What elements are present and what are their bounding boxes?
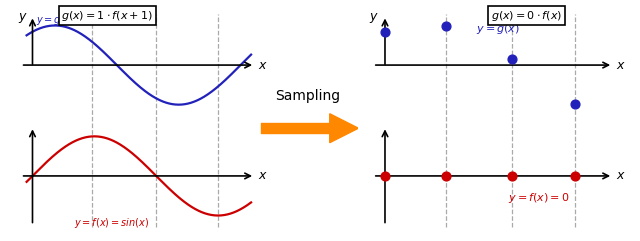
Point — [380, 30, 390, 34]
Text: $y$: $y$ — [18, 11, 28, 25]
Text: $x$: $x$ — [616, 169, 626, 182]
Point — [440, 24, 451, 27]
Text: $g(x) = 0 \cdot f(x)$: $g(x) = 0 \cdot f(x)$ — [491, 9, 562, 23]
Text: $y = g(x)$: $y = g(x)$ — [476, 22, 520, 36]
Text: $x$: $x$ — [616, 59, 626, 72]
Point — [440, 174, 451, 178]
Text: $y$: $y$ — [369, 11, 379, 25]
Text: $g(x) = 1 \cdot f(x+1)$: $g(x) = 1 \cdot f(x+1)$ — [61, 9, 154, 23]
Point — [507, 58, 517, 61]
Text: $y = g(x) = sin(x+1)$: $y = g(x) = sin(x+1)$ — [36, 13, 132, 27]
Text: $y = f(x) = sin(x)$: $y = f(x) = sin(x)$ — [74, 216, 149, 230]
Point — [507, 174, 517, 178]
Point — [380, 174, 390, 178]
Point — [570, 174, 580, 178]
Point — [570, 102, 580, 106]
Text: $y = f(x) = 0$: $y = f(x) = 0$ — [508, 191, 569, 205]
Text: $x$: $x$ — [258, 169, 268, 182]
Text: $x$: $x$ — [258, 59, 268, 72]
Polygon shape — [330, 114, 358, 143]
Text: Sampling: Sampling — [275, 89, 340, 103]
